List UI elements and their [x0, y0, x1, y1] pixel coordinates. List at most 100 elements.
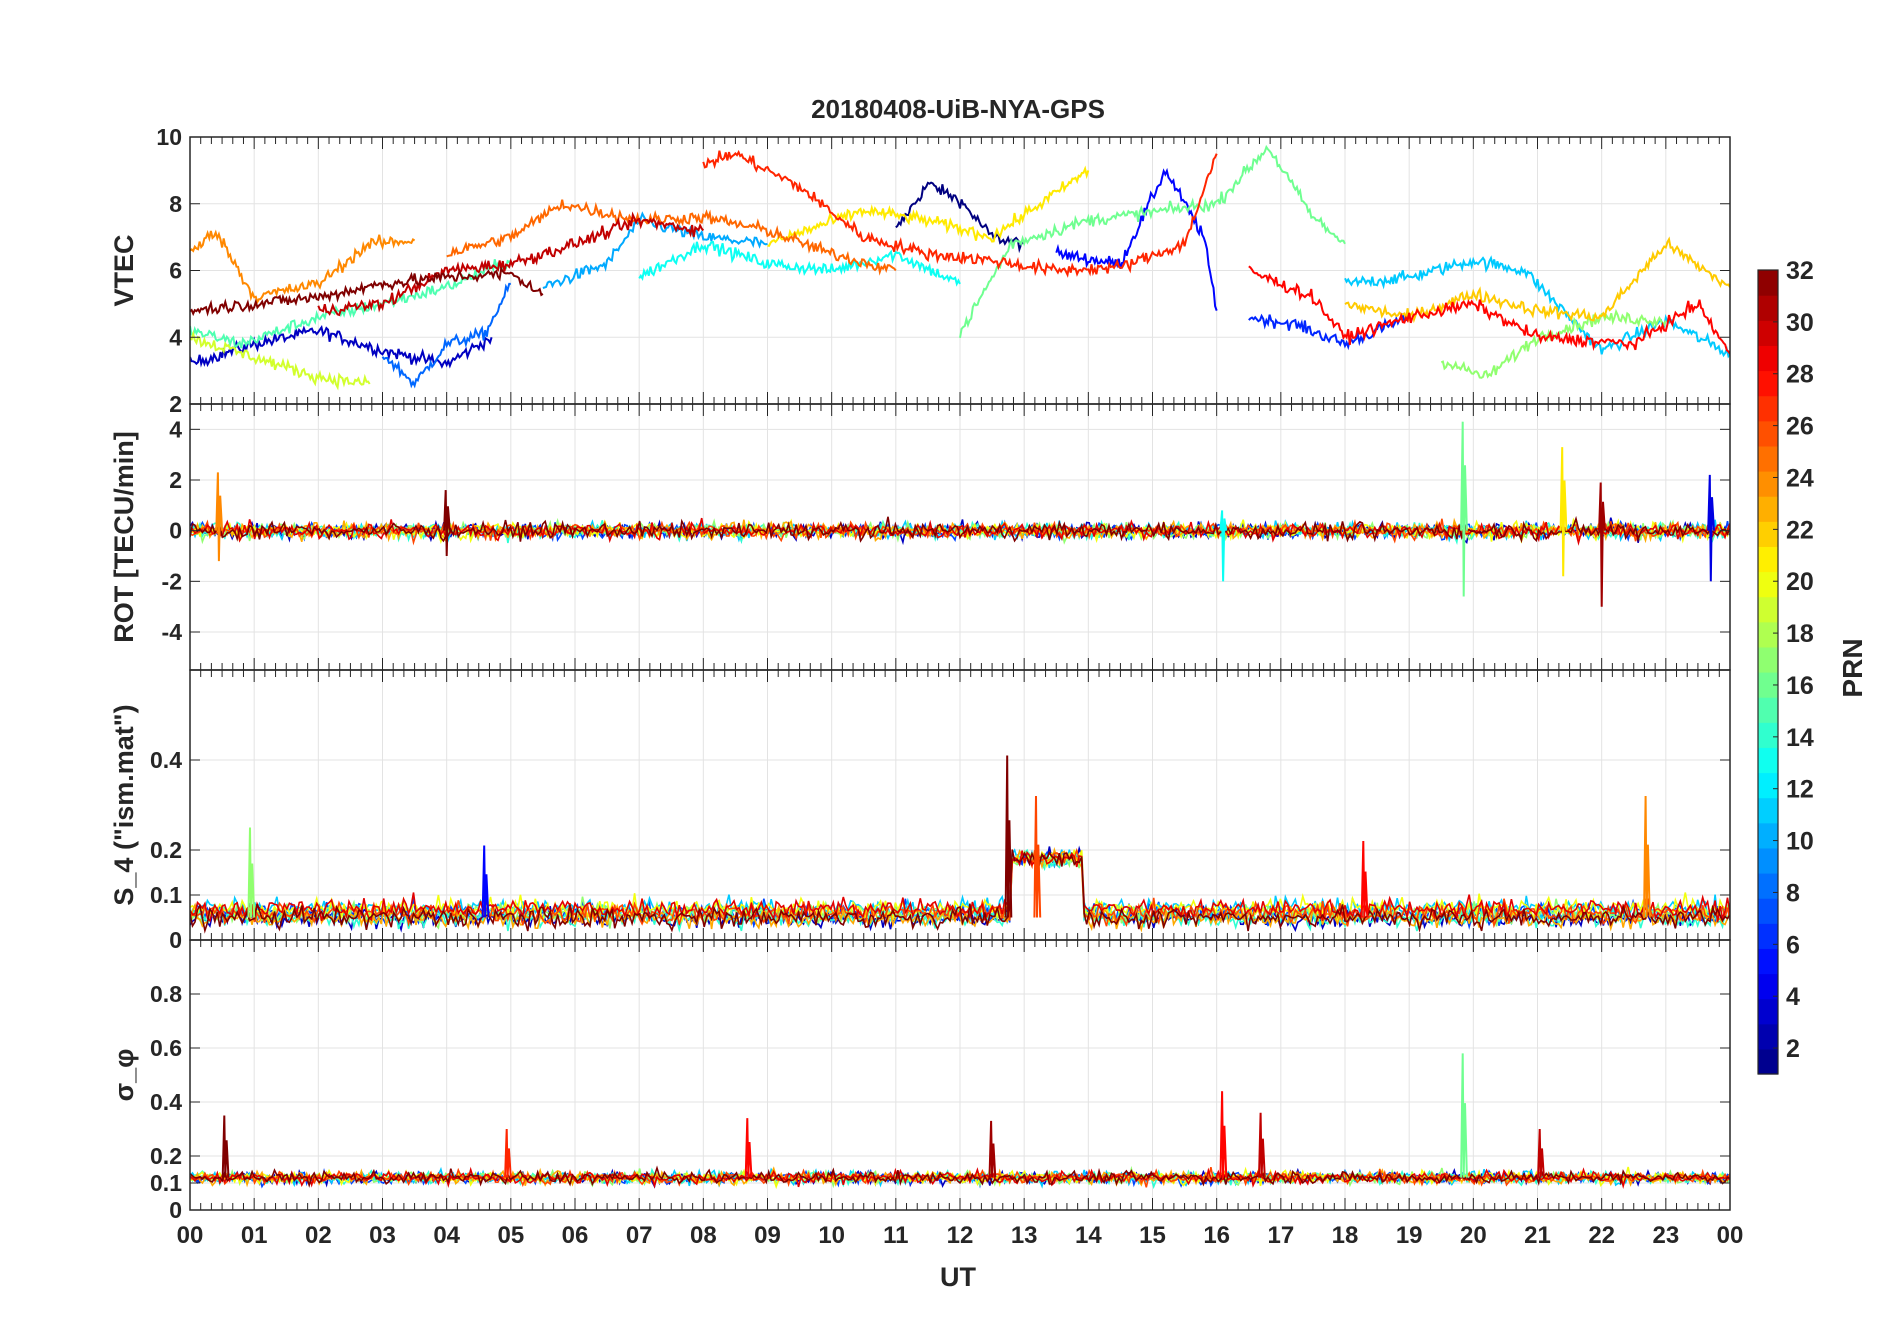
spike-3 [1219, 510, 1228, 582]
grid [189, 940, 1731, 1211]
panel-3: 0 0.1 0.2 0.4 S_4 ("ism.mat") [109, 669, 1731, 953]
colorbar-step [1758, 646, 1778, 673]
colorbar-step [1758, 898, 1778, 924]
colorbar-step [1758, 847, 1778, 874]
series-prn-11 [1344, 255, 1730, 359]
colorbar-label: PRN [1837, 638, 1868, 697]
colorbar-tick-label: 18 [1786, 620, 1814, 648]
colorbar-step [1758, 1048, 1778, 1075]
x-ticks [189, 940, 1731, 1210]
colorbar-step [1758, 521, 1778, 547]
x-tick-label: 07 [626, 1222, 653, 1249]
series-prn-8 [381, 282, 511, 389]
spike-5 [1360, 840, 1369, 918]
series-group [190, 1053, 1730, 1190]
spike-3 [744, 1118, 753, 1178]
colorbar-step [1758, 822, 1778, 849]
colorbar-step [1758, 621, 1778, 648]
colorbar-step [1758, 395, 1778, 422]
x-ticks [189, 404, 1731, 670]
colorbar-step [1758, 295, 1778, 321]
panel-1: 2 4 6 8 10 VTEC [109, 124, 1731, 417]
series-prn-32 [190, 1165, 1730, 1188]
figure-title: 20180408-UiB-NYA-GPS [811, 94, 1105, 124]
x-axis-label: UT [940, 1262, 976, 1292]
series-group [190, 421, 1730, 607]
colorbar-tick-label: 22 [1786, 516, 1814, 544]
spike-2 [443, 490, 451, 557]
y-tick-label: 0.4 [150, 1089, 182, 1115]
spike-6 [1598, 482, 1606, 607]
y-axis-label: S_4 ("ism.mat") [109, 704, 139, 905]
y-tick-label: 0.2 [150, 1143, 182, 1169]
y-ticks: -4 -2 0 2 4 [162, 416, 1730, 645]
spike-8 [1537, 1128, 1545, 1178]
colorbar-tick-label: 32 [1786, 257, 1814, 285]
x-axis: 00 01 02 03 04 05 06 07 08 09 10 11 12 13 14 15 16 17 18 19… [177, 1222, 1744, 1249]
colorbar-step [1758, 998, 1778, 1025]
y-tick-label: 2 [169, 467, 182, 493]
panel-4: 00.10.2 0.4 0.6 0.8 σ_φ [109, 939, 1731, 1223]
colorbar-step [1758, 471, 1778, 497]
x-tick-label: 12 [947, 1222, 974, 1249]
series-prn-25 [446, 199, 897, 276]
series-prn-10 [542, 211, 768, 289]
spike-6 [1643, 795, 1651, 918]
colorbar-tick-label: 8 [1786, 879, 1800, 907]
y-tick-label: 0.4 [150, 747, 182, 773]
colorbar-step [1758, 445, 1778, 472]
y-axis-label: VTEC [109, 234, 139, 306]
spike-4 [1033, 795, 1042, 918]
x-tick-label: 21 [1524, 1222, 1551, 1249]
series-prn-27 [702, 149, 1218, 278]
y-ticks: 2 4 6 8 10 [156, 124, 1730, 417]
colorbar-step [1758, 697, 1778, 723]
spike-1 [215, 472, 224, 562]
spike-5 [1219, 1091, 1228, 1178]
x-ticks [189, 670, 1731, 940]
x-tick-label: 05 [497, 1222, 524, 1249]
x-tick-label: 11 [883, 1222, 908, 1249]
colorbar-step [1758, 345, 1778, 372]
x-tick-label: 23 [1652, 1222, 1679, 1249]
colorbar-step [1758, 722, 1778, 748]
colorbar-tick-label: 16 [1786, 672, 1814, 700]
colorbar-tick-label: 10 [1786, 828, 1814, 856]
series-prn-32 [190, 849, 1730, 934]
y-tick-label: 10 [156, 124, 182, 150]
series-prn-24 [190, 229, 416, 305]
series-prn-5 [1055, 167, 1218, 311]
spike-7 [1707, 474, 1715, 582]
x-tick-label: 17 [1267, 1222, 1294, 1249]
x-tick-label: 13 [1011, 1222, 1038, 1249]
y-tick-label: 6 [169, 258, 182, 284]
x-tick-label: 19 [1396, 1222, 1423, 1249]
x-tick-label: 06 [562, 1222, 589, 1249]
colorbar-tick-label: 20 [1786, 568, 1814, 596]
colorbar-step [1758, 571, 1778, 598]
x-tick-label: 08 [690, 1222, 717, 1249]
series-prn-32 [190, 266, 544, 317]
spike-7 [1460, 1053, 1468, 1178]
series-prn-19 [190, 330, 371, 391]
series-prn-13 [638, 240, 961, 287]
series-group [190, 755, 1730, 934]
x-tick-label: 00 [1717, 1222, 1744, 1249]
x-tick-label: 02 [305, 1222, 332, 1249]
y-tick-label: 0.1 [150, 1170, 182, 1196]
colorbar-step [1758, 948, 1778, 975]
x-ticks [189, 137, 1731, 404]
spike-6 [1258, 1112, 1266, 1178]
series-prn-26 [190, 847, 1730, 929]
series-prn-28 [1248, 265, 1730, 355]
series-prn-21 [767, 165, 1090, 247]
spike-3 [1004, 755, 1013, 918]
x-tick-label: 22 [1588, 1222, 1615, 1249]
y-tick-label: 0 [169, 927, 182, 953]
colorbar-step [1758, 596, 1778, 623]
colorbar-step [1758, 270, 1778, 296]
series-prn-1 [895, 181, 1026, 254]
